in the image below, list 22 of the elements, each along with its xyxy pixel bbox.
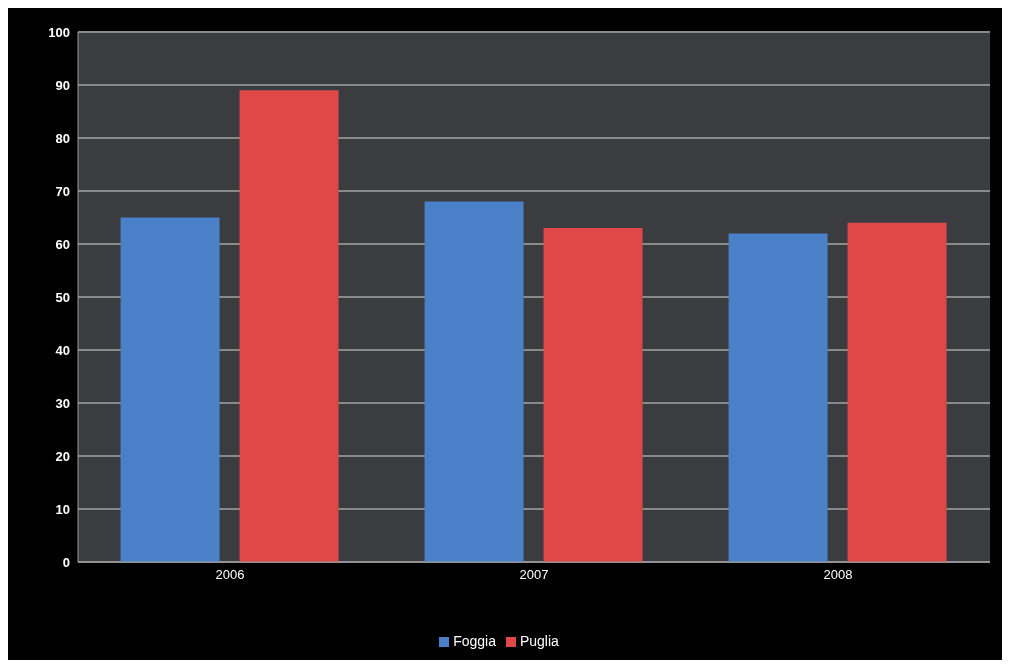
y-tick-label: 30 [55,395,70,411]
y-tick-label: 20 [55,448,70,464]
bar [847,222,947,562]
x-tick-label: 2007 [519,567,549,583]
bar [120,217,220,562]
y-tick-label: 40 [55,342,70,358]
y-tick-label: 50 [55,289,70,305]
x-tick-label: 2006 [215,567,245,583]
bar [728,233,828,562]
y-tick-label: 10 [55,501,70,517]
legend-label: Puglia [519,633,559,649]
bar [543,228,643,562]
legend-label: Foggia [453,633,496,649]
y-tick-label: 100 [48,24,70,40]
y-tick-label: 90 [55,77,70,93]
y-tick-label: 80 [55,130,70,146]
y-tick-label: 70 [55,183,70,199]
bar [424,201,524,562]
x-tick-label: 2008 [823,567,853,583]
y-tick-label: 60 [55,236,70,252]
y-tick-label: 0 [62,554,70,570]
bar [239,90,339,562]
